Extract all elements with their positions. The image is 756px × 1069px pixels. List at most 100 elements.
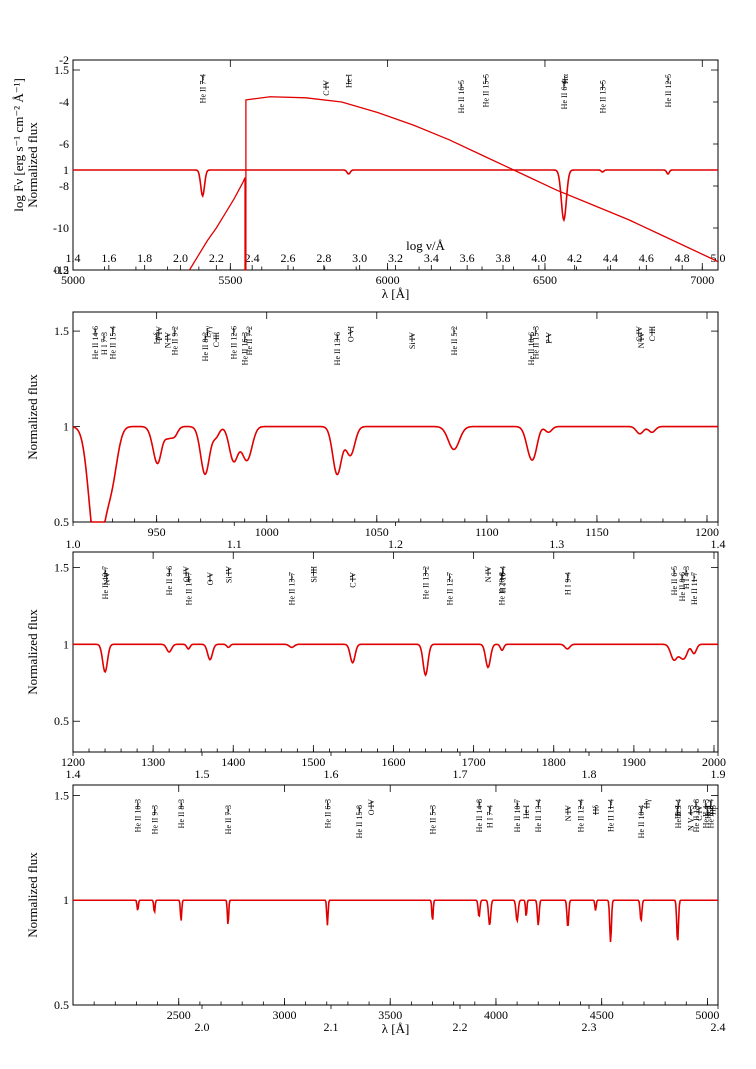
line-id-label: He II 10-4 — [637, 805, 646, 838]
line-id-label: C IV — [322, 80, 331, 96]
x-tick-label: 5000 — [61, 273, 85, 287]
line-id-label: He II 7-2 — [245, 326, 254, 355]
secondary-x-tick-label: 1.1 — [227, 537, 242, 551]
line-id-label: He I — [522, 805, 531, 819]
line-id-label: He II 10-3 — [134, 799, 143, 832]
line-id-label: He II 14-8 — [475, 799, 484, 832]
inset-x-tick-label: 1.4 — [66, 251, 81, 265]
line-id-label: Si IV — [224, 566, 233, 583]
inset-y-tick-label: -10 — [53, 221, 69, 235]
y-tick-label: 0.5 — [54, 998, 69, 1012]
line-id-label: H I 9-4 — [563, 572, 572, 595]
panel-2: 950 1000 1050 1100 1150 1200 0.5 1 1.5 Normalized… — [25, 311, 726, 551]
line-id-label: He II 8-4 — [707, 799, 716, 828]
line-id-label: He II 11-7 — [690, 572, 699, 605]
x-tick-label: 1200 — [695, 525, 719, 539]
line-id-label: He II 13-2 — [422, 566, 431, 599]
x-tick-label: 1900 — [622, 755, 646, 769]
y-axis-label: Normalized flux — [25, 122, 40, 208]
line-id-label: He II 9-3 — [150, 805, 159, 834]
x-tick-label: 4000 — [484, 1008, 508, 1022]
line-id-label: He II 20-8 — [498, 572, 507, 605]
line-id-label: He II 5-2 — [450, 326, 459, 355]
line-id-label: P V — [544, 332, 553, 344]
line-id-label: He II 6-3 — [323, 799, 332, 828]
x-tick-label: 3000 — [272, 1008, 296, 1022]
line-id-label: Hα — [561, 73, 570, 84]
secondary-x-tick-label: 1.9 — [711, 767, 726, 781]
x-tick-label: 1100 — [475, 525, 499, 539]
x-tick-label: 1800 — [542, 755, 566, 769]
line-id-label: Hβ — [709, 805, 718, 815]
line-id-label: Si III — [309, 566, 318, 583]
secondary-x-tick-label: 1.8 — [582, 767, 597, 781]
line-id-label: Hδ — [592, 805, 601, 815]
line-id-label: N IV — [637, 332, 646, 348]
line-id-label: O V — [206, 572, 215, 586]
line-id-label: He II 4-3 — [701, 799, 710, 828]
inset-x-tick-label: 3.0 — [352, 251, 367, 265]
inset-x-tick-label: 4.6 — [639, 251, 654, 265]
inset-x-tick-label: 2.4 — [245, 251, 260, 265]
panel-4: 2500 3000 3500 4000 4500 5000 0.5 1 1.5 Normalize… — [25, 784, 726, 1036]
secondary-x-tick-label: 1.0 — [66, 537, 81, 551]
y-tick-label: 1.5 — [54, 788, 69, 802]
line-id-label: C III — [648, 326, 657, 342]
inset-y-axis-label: log Fν [erg s⁻¹ cm⁻² Å⁻¹] — [11, 78, 26, 212]
x-tick-label: 1700 — [462, 755, 486, 769]
plot-frame — [72, 784, 719, 1006]
secondary-x-tick-label: 2.3 — [582, 1020, 597, 1034]
x-tick-label: 7000 — [690, 273, 714, 287]
sed-line — [188, 96, 719, 271]
secondary-x-tick-label: 1.3 — [549, 537, 564, 551]
line-id-label: He II 8-3 — [177, 799, 186, 828]
inset-y-tick-label: -4 — [59, 95, 69, 109]
line-id-label: Lyγ — [203, 326, 212, 338]
y-tick-label: 1.5 — [54, 560, 69, 574]
secondary-x-tick-label: 1.7 — [453, 767, 468, 781]
inset-x-tick-label: 2.0 — [173, 251, 188, 265]
panel-3: 1200 1300 1400 1500 1600 1700 1800 1900 2000 0.5 1… — [25, 551, 726, 781]
line-id-label: He II 13-6 — [333, 332, 342, 365]
line-id-label: O IV — [367, 799, 376, 815]
inset-x-tick-label: 4.8 — [675, 251, 690, 265]
line-id-label: C IV — [635, 326, 644, 342]
inset-y-tick-label: -6 — [59, 137, 69, 151]
line-id-label: He II 6-4 — [560, 80, 569, 109]
inset-x-axis-label: log ν/Å — [406, 238, 445, 253]
x-tick-label: 5500 — [218, 273, 242, 287]
y-axis-label: Normalized flux — [25, 852, 40, 938]
line-id-label: O VI — [346, 326, 355, 342]
line-id-label: He II 10-7 — [513, 799, 522, 832]
y-tick-label: 0.5 — [54, 263, 69, 277]
x-tick-label: 4500 — [590, 1008, 614, 1022]
x-tick-label: 6500 — [533, 273, 557, 287]
y-tick-label: 1.5 — [54, 324, 69, 338]
inset-y-tick-label: -2 — [59, 53, 69, 67]
y-axis-label: Normalized flux — [25, 374, 40, 460]
secondary-x-tick-label: 2.1 — [324, 1020, 339, 1034]
x-tick-label: 1000 — [255, 525, 279, 539]
inset-y-tick-label: -12 — [53, 263, 69, 277]
inset-x-tick-label: 2.2 — [209, 251, 224, 265]
line-id-label: He II 15-5 — [481, 74, 490, 107]
line-id-label: He II 9-2 — [170, 326, 179, 355]
line-id-label: He II 15-3 — [531, 326, 540, 359]
secondary-x-tick-label: 2.2 — [453, 1020, 468, 1034]
plot-frame — [72, 59, 719, 271]
inset-x-tick-label: 4.2 — [567, 251, 582, 265]
x-tick-label: 6000 — [376, 273, 400, 287]
y-axis-label: Normalized flux — [25, 609, 40, 695]
x-tick-label: 950 — [148, 525, 166, 539]
line-id-label: H I 4-3 — [682, 566, 691, 589]
line-id-label: N IV — [564, 805, 573, 821]
line-id-label: He II 11-4 — [607, 799, 616, 832]
panel-1: 5000 5500 6000 6500 7000 0.5 1 1.5 Normalized fl… — [11, 53, 726, 301]
line-id-label: He II 9-4 — [674, 799, 683, 828]
x-axis-label: λ [Å] — [382, 286, 410, 301]
secondary-x-tick-label: 1.4 — [66, 767, 81, 781]
inset-x-tick-label: 3.2 — [388, 251, 403, 265]
line-id-label: He I — [703, 805, 712, 819]
secondary-x-tick-label: 1.5 — [195, 767, 210, 781]
